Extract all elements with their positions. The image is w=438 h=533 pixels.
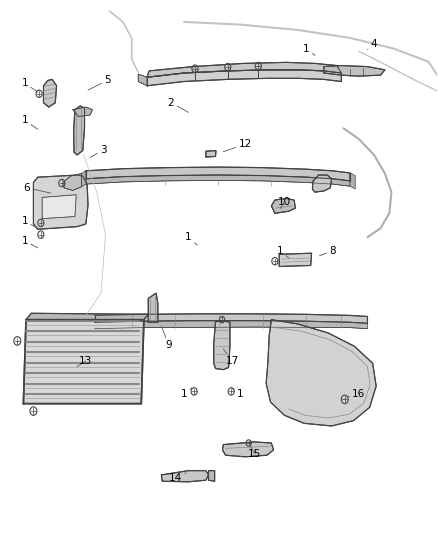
Polygon shape — [279, 253, 311, 266]
Text: 8: 8 — [319, 246, 336, 256]
Text: 4: 4 — [367, 39, 377, 50]
Text: 1: 1 — [21, 216, 38, 228]
Polygon shape — [43, 79, 57, 107]
Polygon shape — [148, 293, 158, 322]
Polygon shape — [86, 175, 350, 186]
Text: 10: 10 — [278, 197, 291, 208]
Text: 16: 16 — [348, 389, 365, 399]
Polygon shape — [206, 151, 216, 157]
Text: 12: 12 — [223, 139, 252, 152]
Text: 1: 1 — [21, 115, 38, 130]
Text: 9: 9 — [161, 326, 172, 350]
Polygon shape — [272, 198, 295, 213]
Polygon shape — [95, 314, 367, 324]
Polygon shape — [86, 167, 350, 181]
Text: 15: 15 — [248, 446, 261, 458]
Text: 1: 1 — [21, 236, 38, 248]
Polygon shape — [208, 471, 215, 481]
Text: 1: 1 — [277, 246, 289, 258]
Polygon shape — [81, 171, 86, 187]
Text: 5: 5 — [88, 76, 111, 90]
Polygon shape — [223, 442, 274, 457]
Text: 17: 17 — [223, 349, 239, 366]
Polygon shape — [26, 313, 148, 320]
Text: 6: 6 — [24, 183, 51, 193]
Text: 2: 2 — [168, 98, 188, 112]
Polygon shape — [73, 107, 92, 117]
Polygon shape — [324, 66, 385, 76]
Text: 1: 1 — [181, 387, 192, 399]
Polygon shape — [42, 195, 76, 219]
Polygon shape — [161, 471, 208, 482]
Polygon shape — [138, 74, 147, 86]
Polygon shape — [266, 320, 376, 426]
Polygon shape — [350, 173, 355, 189]
Text: 14: 14 — [169, 473, 186, 483]
Polygon shape — [147, 70, 341, 86]
Polygon shape — [64, 173, 81, 190]
Polygon shape — [23, 320, 144, 403]
Polygon shape — [95, 321, 367, 329]
Text: 1: 1 — [303, 44, 315, 55]
Text: 13: 13 — [77, 356, 92, 367]
Text: 1: 1 — [185, 232, 197, 245]
Text: 1: 1 — [21, 78, 38, 92]
Polygon shape — [214, 321, 230, 369]
Polygon shape — [33, 175, 88, 229]
Polygon shape — [147, 62, 341, 77]
Text: 3: 3 — [90, 144, 106, 158]
Text: 1: 1 — [231, 387, 243, 399]
Polygon shape — [74, 106, 85, 155]
Polygon shape — [312, 175, 332, 192]
